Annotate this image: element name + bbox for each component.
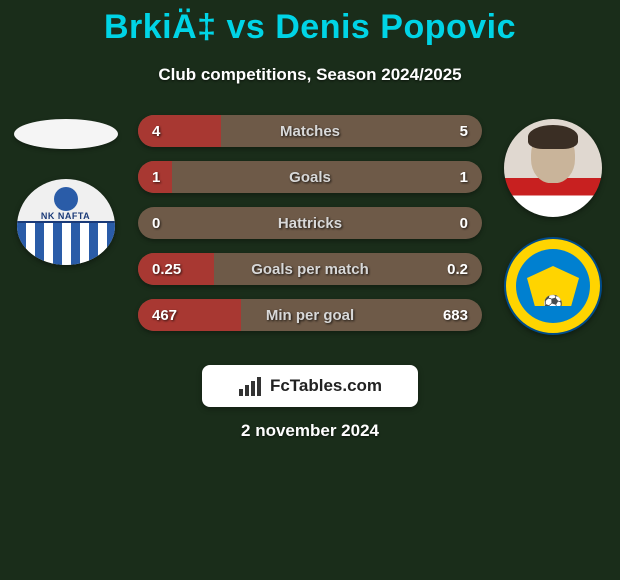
stat-right-value: 0.2	[428, 261, 468, 278]
page-title: BrkiÄ‡ vs Denis Popovic	[0, 0, 620, 47]
right-column	[498, 119, 608, 355]
stat-right-value: 5	[428, 123, 468, 140]
player-avatar-left	[14, 119, 118, 149]
stat-row: 0.25 Goals per match 0.2	[138, 253, 482, 285]
stat-row: 0 Hattricks 0	[138, 207, 482, 239]
player-avatar-right	[504, 119, 602, 217]
stat-row: 4 Matches 5	[138, 115, 482, 147]
page-subtitle: Club competitions, Season 2024/2025	[0, 65, 620, 85]
stat-right-value: 683	[428, 307, 468, 324]
club-badge-right	[504, 237, 602, 335]
content-area: NK NAFTA 4 Matches 5 1 Goals 1	[0, 115, 620, 355]
brand-badge: FcTables.com	[202, 365, 418, 407]
stat-right-value: 0	[428, 215, 468, 232]
chart-icon	[238, 375, 264, 397]
stat-right-value: 1	[428, 169, 468, 186]
club-stripes-icon	[17, 221, 115, 265]
brand-text: FcTables.com	[270, 376, 382, 396]
footer-date: 2 november 2024	[0, 421, 620, 441]
stat-row: 1 Goals 1	[138, 161, 482, 193]
club-name-left: NK NAFTA	[17, 211, 115, 221]
comparison-card: BrkiÄ‡ vs Denis Popovic Club competition…	[0, 0, 620, 441]
stat-row: 467 Min per goal 683	[138, 299, 482, 331]
stats-table: 4 Matches 5 1 Goals 1 0 Hattricks 0	[138, 115, 482, 345]
club-shield-icon	[527, 266, 579, 306]
club-badge-left: NK NAFTA	[17, 179, 115, 265]
left-column: NK NAFTA	[8, 119, 123, 265]
club-inner-icon	[516, 249, 590, 323]
